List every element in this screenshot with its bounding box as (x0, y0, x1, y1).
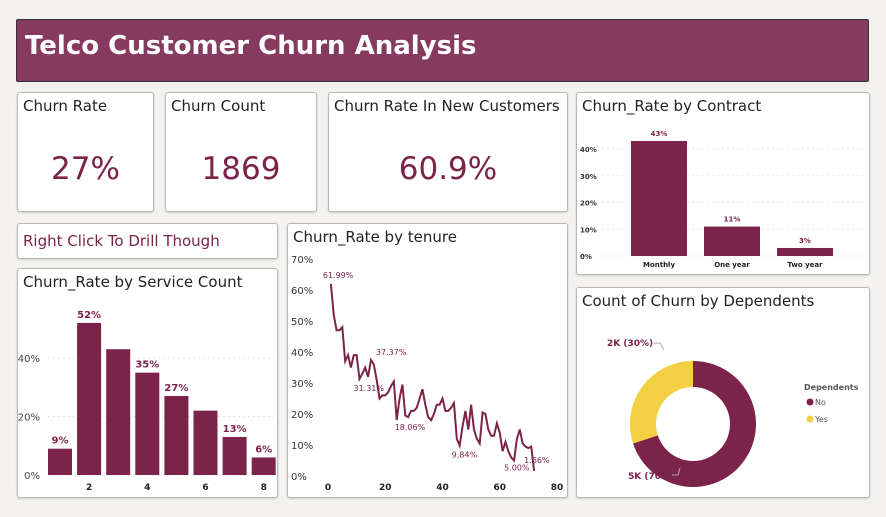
kpi-label: Churn Rate (23, 97, 108, 115)
y-tick-label: 70% (291, 255, 313, 266)
y-tick-label: 60% (291, 286, 313, 297)
dependents-svg: 5K (70%) 2K (30%) Dependents No Yes (607, 339, 859, 487)
y-tick-label: 30% (580, 173, 597, 181)
x-tick-label: One year (714, 261, 750, 269)
x-tick-label: 2 (86, 483, 92, 493)
kpi-churn-count: Churn Count 1869 (165, 92, 317, 212)
bar (77, 322, 102, 475)
data-label: 9.84% (452, 450, 478, 459)
kpi-label: Churn Rate In New Customers (334, 97, 560, 115)
x-tick-label: 60 (493, 483, 506, 493)
x-tick-label: 6 (202, 483, 208, 493)
y-tick-label: 0% (24, 471, 40, 482)
data-label: 43% (651, 130, 668, 138)
tenure-line (329, 283, 536, 471)
x-tick-label: 4 (144, 483, 150, 493)
y-tick-label: 0% (580, 253, 592, 261)
legend-title: Dependents (804, 383, 859, 392)
y-tick-label: 40% (291, 348, 313, 359)
kpi-value: 1869 (201, 151, 281, 187)
dependents-chart[interactable]: Count of Churn by Dependents 5K (70%) 2K … (576, 287, 870, 498)
bar (777, 247, 833, 256)
data-label: 35% (135, 360, 159, 371)
y-tick-label: 30% (291, 379, 313, 390)
slice-label: 2K (30%) (607, 339, 653, 349)
service-count-svg: 0% 20% 40% 9% 52% 2 35% 4 27% 6 13% 6% 8 (18, 310, 276, 493)
leader-line (672, 467, 681, 476)
y-tick-label: 20% (291, 410, 313, 421)
data-label: 52% (77, 310, 101, 321)
data-label: 37.37% (376, 348, 407, 357)
kpi-new-customer-churn: Churn Rate In New Customers 60.9% (328, 92, 568, 212)
contract-svg: 0% 10% 20% 30% 40% 43% Monthly 11% One year 3% Two… (580, 130, 867, 269)
tenure-svg: 0% 10% 20% 30% 40% 50% 60% 70% 0 20 40 60 80 61.99% 37… (291, 255, 564, 493)
drill-through-hint[interactable]: Right Click To Drill Though (17, 223, 278, 259)
x-tick-label: 8 (261, 483, 267, 493)
x-tick-label: Monthly (643, 261, 675, 269)
bar (135, 372, 160, 475)
legend-dot-yes (806, 415, 814, 423)
bar (193, 410, 218, 475)
data-label: 11% (724, 216, 741, 224)
data-label: 9% (52, 436, 69, 447)
service-count-chart[interactable]: Churn_Rate by Service Count 0% 20% 40% 9% 52… (17, 268, 278, 498)
data-label: 6% (255, 444, 272, 455)
bar (48, 448, 72, 475)
legend-dot-no (806, 398, 814, 406)
x-tick-label: 20 (379, 483, 392, 493)
data-label: 18.06% (395, 423, 426, 432)
bar (164, 396, 189, 475)
bar (222, 436, 247, 475)
page-title: Telco Customer Churn Analysis (25, 31, 477, 61)
donut-slice-yes (630, 361, 693, 444)
x-tick-label: Two year (787, 261, 823, 269)
drill-label: Right Click To Drill Though (23, 232, 220, 250)
x-tick-label: 0 (325, 483, 331, 493)
chart-title: Count of Churn by Dependents (582, 292, 815, 310)
donut-slice-no (633, 361, 756, 487)
bar (251, 457, 276, 475)
contract-chart[interactable]: Churn_Rate by Contract 0% 10% 20% 30% 40% 43%… (576, 92, 870, 275)
y-tick-label: 0% (291, 472, 307, 483)
data-label: 5.00% (504, 464, 530, 473)
bar (631, 140, 687, 256)
x-tick-label: 80 (551, 483, 564, 493)
kpi-churn-rate: Churn Rate 27% (17, 92, 154, 212)
bar (704, 226, 760, 256)
data-label: 3% (799, 237, 811, 245)
y-tick-label: 40% (580, 146, 597, 154)
data-label: 13% (223, 424, 247, 435)
chart-title: Churn_Rate by Service Count (23, 273, 243, 291)
tenure-chart[interactable]: Churn_Rate by tenure 0% 10% 20% 30% 40% 50% 60… (287, 223, 568, 498)
data-label: 1.66% (524, 456, 550, 465)
leader-line (654, 342, 665, 351)
y-tick-label: 10% (291, 441, 313, 452)
kpi-value: 60.9% (398, 151, 498, 187)
chart-title: Churn_Rate by tenure (293, 228, 457, 246)
legend-label: No (815, 398, 826, 407)
y-tick-label: 40% (18, 354, 40, 365)
y-tick-label: 20% (18, 413, 40, 424)
y-tick-label: 50% (291, 317, 313, 328)
title-banner: Telco Customer Churn Analysis (16, 19, 869, 82)
y-tick-label: 20% (580, 200, 597, 208)
y-tick-label: 10% (580, 226, 597, 234)
slice-label: 5K (70%) (628, 472, 674, 482)
data-label: 31.31% (353, 384, 384, 393)
legend-label: Yes (814, 415, 828, 424)
kpi-value: 27% (51, 151, 120, 187)
kpi-label: Churn Count (171, 97, 266, 115)
data-label: 27% (164, 383, 188, 394)
data-label: 61.99% (323, 271, 354, 280)
x-tick-label: 40 (436, 483, 449, 493)
chart-title: Churn_Rate by Contract (582, 97, 762, 115)
bar (106, 349, 131, 475)
